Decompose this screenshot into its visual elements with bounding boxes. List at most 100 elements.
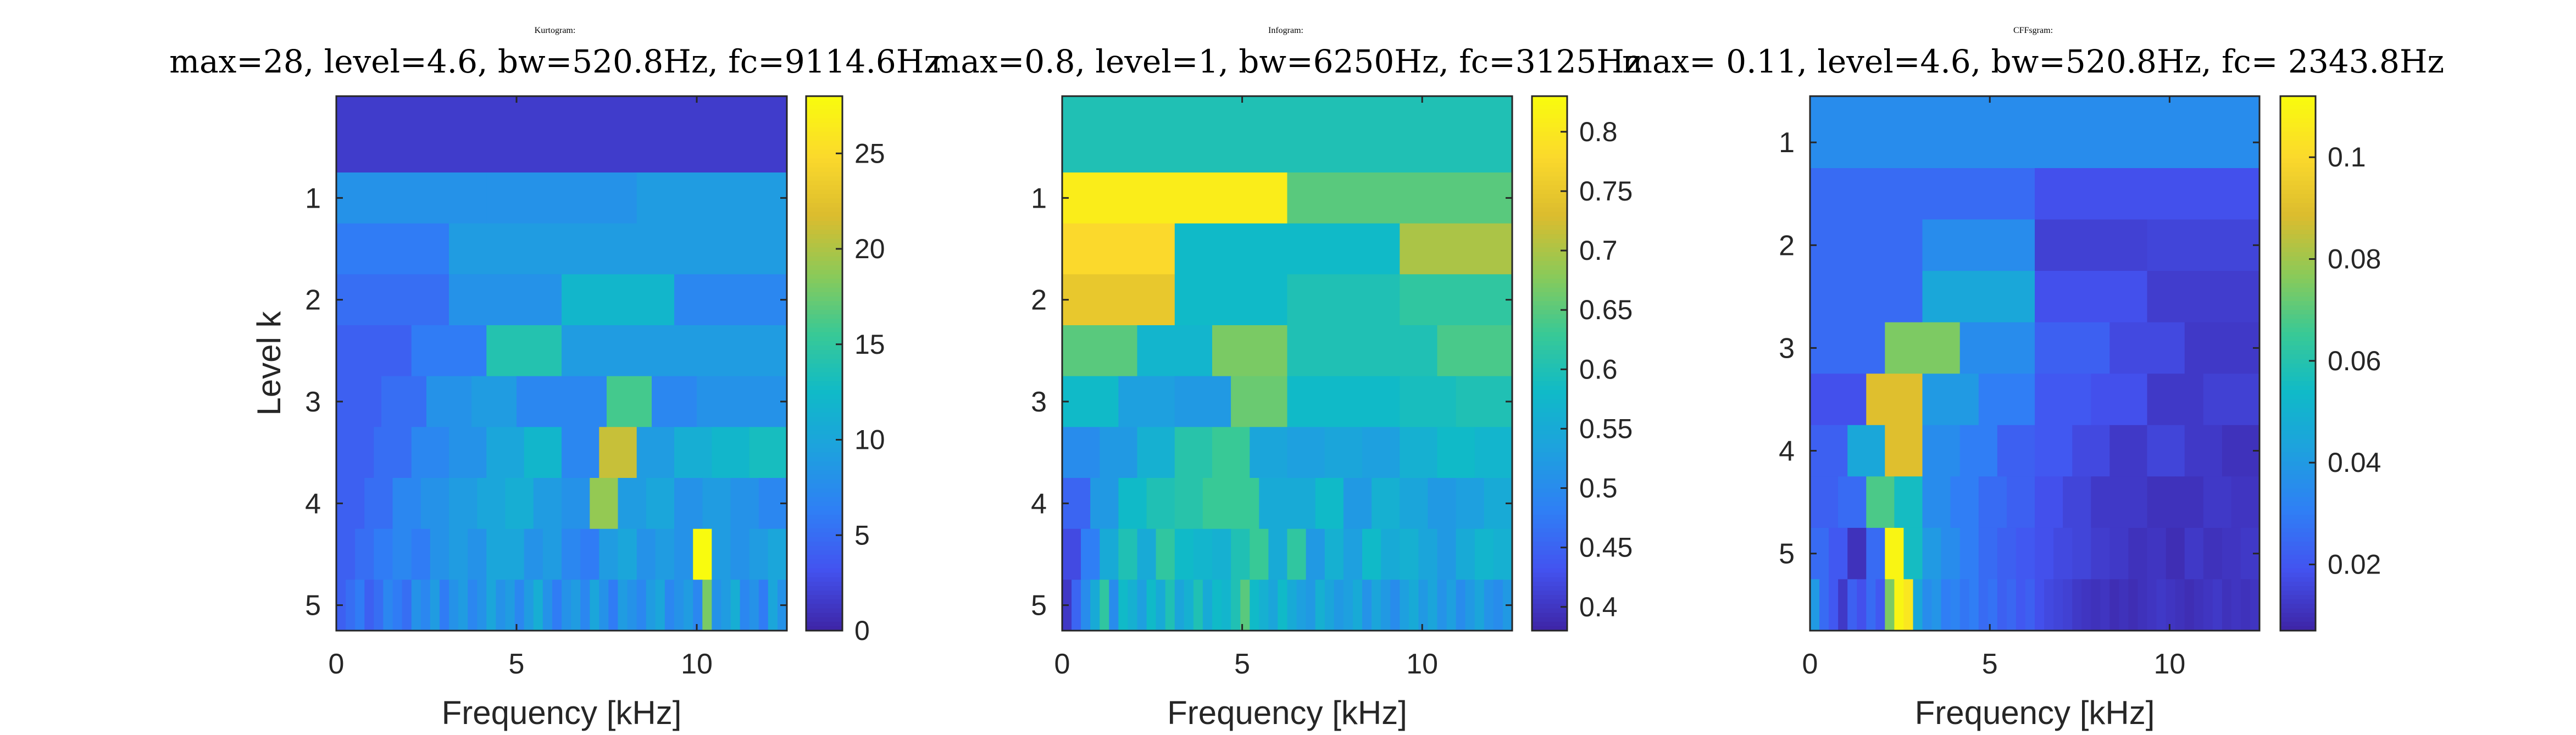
axes-box (1061, 95, 1513, 632)
heatmap-cell (505, 274, 562, 326)
heatmap-cell (1081, 580, 1091, 631)
colorbar-segment (2280, 524, 2316, 529)
heatmap-cell (1885, 425, 1923, 477)
heatmap-cell (505, 528, 525, 581)
heatmap-cell (2212, 579, 2223, 631)
colorbar-segment (806, 577, 842, 582)
colorbar-segment (1532, 145, 1567, 151)
heatmap-cell (1062, 376, 1119, 428)
colorbar-segment (1532, 386, 1567, 391)
colorbar-segment (806, 314, 842, 320)
heatmap-cell (1922, 374, 1979, 426)
colorbar-segment (1532, 448, 1567, 453)
colorbar-segment (806, 528, 842, 533)
heatmap-cell (1343, 478, 1372, 530)
heatmap-cell (439, 580, 449, 631)
heatmap-cell (1959, 322, 2035, 375)
colorbar-tick-label: 5 (854, 520, 870, 550)
heatmap-cell (524, 427, 562, 478)
y-tick-label: 5 (305, 590, 321, 622)
colorbar-segment (806, 599, 842, 605)
heatmap-cell (542, 580, 553, 631)
colorbar-segment (1532, 559, 1567, 565)
heatmap-cell (646, 478, 675, 530)
chart-subtitle: max= 0.11, level=4.6, bw=520.8Hz, fc= 23… (1622, 43, 2444, 80)
heatmap-cell (336, 376, 382, 428)
heatmap-cell (768, 580, 778, 631)
colorbar-segment (806, 368, 842, 373)
heatmap-cell (1400, 427, 1438, 478)
heatmap-cell (411, 325, 487, 377)
heatmap-cell (1174, 580, 1185, 631)
heatmap-cell (1240, 580, 1251, 631)
heatmap-cell (2184, 527, 2204, 580)
heatmap-cell (1810, 219, 1923, 271)
x-tick-label: 10 (2153, 648, 2185, 680)
heatmap-cell (730, 528, 750, 581)
heatmap-cell (1437, 325, 1513, 377)
heatmap-cell (374, 427, 412, 478)
heatmap-cell (1875, 579, 1886, 631)
heatmap-cell (712, 580, 722, 631)
heatmap-cell (1810, 96, 2260, 169)
heatmap-cell (636, 172, 787, 224)
y-tick-label: 5 (1031, 590, 1047, 622)
heatmap-cell (1866, 476, 1895, 528)
colorbar-segment (2280, 559, 2316, 565)
colorbar-segment (1532, 586, 1567, 591)
colorbar-segment (2280, 577, 2316, 582)
heatmap-cell (580, 580, 591, 631)
heatmap-cell (486, 427, 525, 478)
heatmap-cell (1456, 580, 1466, 631)
heatmap-cell (1324, 427, 1363, 478)
y-axis-label: Level k (251, 310, 287, 415)
heatmap-cell (1987, 579, 1998, 631)
colorbar-segment (1532, 545, 1567, 551)
heatmap-cell (1428, 580, 1438, 631)
colorbar-segment (806, 612, 842, 618)
y-tick-label: 4 (1779, 436, 1795, 467)
heatmap-cell (336, 172, 487, 224)
colorbar-segment (2280, 626, 2316, 631)
heatmap-cell (1372, 580, 1381, 631)
heatmap-cell (1390, 580, 1401, 631)
heatmap-cell (1118, 478, 1147, 530)
heatmap-cell (2128, 579, 2139, 631)
x-axis-label: Frequency [kHz] (1915, 694, 2155, 731)
colorbar-segment (1532, 225, 1567, 231)
colorbar-segment (1532, 305, 1567, 311)
heatmap-cell (1146, 478, 1175, 530)
colorbar-segment (806, 564, 842, 569)
heatmap-cell (517, 376, 562, 428)
colorbar-segment (1532, 541, 1567, 547)
colorbar-segment (806, 310, 842, 315)
colorbar-segment (1532, 501, 1567, 506)
colorbar-segment (1532, 426, 1567, 431)
y-tick-label: 4 (305, 488, 321, 520)
heatmap-cell (636, 580, 647, 631)
heatmap-cell (336, 96, 787, 173)
colorbar-segment (2280, 314, 2316, 320)
colorbar-segment (2280, 270, 2316, 275)
heatmap-cell (1174, 427, 1213, 478)
colorbar-segment (1532, 234, 1567, 240)
heatmap-cell (1072, 580, 1081, 631)
colorbar-segment (2280, 506, 2316, 511)
colorbar-segment (806, 270, 842, 275)
colorbar-segment (2280, 225, 2316, 231)
heatmap-cell (2240, 579, 2251, 631)
heatmap-cell (674, 528, 693, 581)
colorbar-segment (2280, 167, 2316, 172)
heatmap-cell (402, 580, 412, 631)
heatmap-cell (1118, 580, 1129, 631)
colorbar-segment (1532, 118, 1567, 124)
colorbar-segment (2280, 528, 2316, 533)
heatmap-cell (655, 580, 665, 631)
chart-title: CFFsgram: (2013, 26, 2053, 35)
heatmap-cell (392, 528, 412, 581)
heatmap-cell (1231, 478, 1260, 530)
colorbar-tick-label: 15 (854, 329, 885, 360)
heatmap-cell (2166, 579, 2176, 631)
heatmap-cell (1324, 580, 1335, 631)
colorbar-segment (806, 96, 842, 102)
